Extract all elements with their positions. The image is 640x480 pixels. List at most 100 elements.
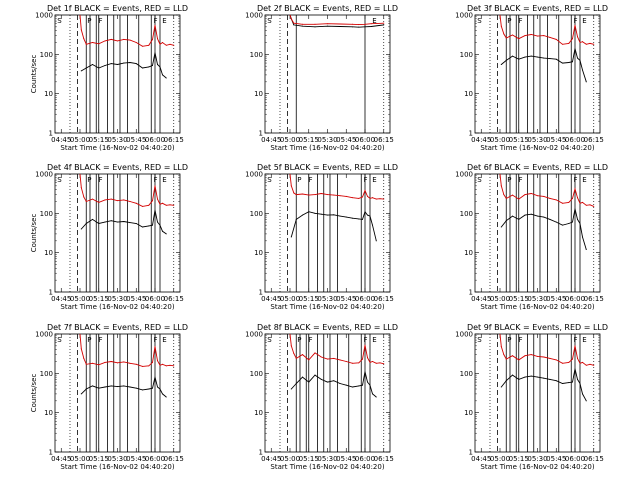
data-point-events — [148, 388, 150, 390]
data-point-events — [579, 59, 581, 61]
data-point-lld — [295, 194, 297, 196]
data-point-events — [152, 224, 153, 226]
data-point-events — [358, 218, 360, 220]
data-point-events — [129, 61, 131, 63]
data-point-events — [362, 384, 363, 386]
data-point-events — [562, 62, 563, 64]
data-point-events — [148, 225, 150, 227]
data-point-lld — [345, 360, 347, 362]
x-tick-label: 05:45 — [336, 295, 356, 303]
data-point-lld — [327, 23, 328, 25]
x-tick-label: 05:15 — [509, 295, 529, 303]
data-point-events — [568, 223, 570, 225]
panel-title: Det 3f BLACK = Events, RED = LLD — [467, 4, 608, 13]
data-point-lld — [152, 361, 153, 363]
data-point-events — [293, 24, 295, 26]
series-lld — [79, 334, 174, 367]
x-tick-label: 05:30 — [527, 455, 547, 463]
data-point-lld — [169, 364, 171, 366]
data-point-events — [512, 374, 513, 376]
data-point-events — [110, 385, 112, 387]
x-axis-label: Start Time (16-Nov-02 04:40:20) — [270, 303, 384, 311]
data-point-lld — [162, 202, 163, 204]
series-events — [81, 52, 167, 79]
data-point-events — [295, 218, 297, 220]
data-point-lld — [518, 38, 520, 40]
data-point-events — [320, 378, 322, 380]
data-point-lld — [159, 203, 161, 205]
x-tick-label: 06:15 — [584, 136, 604, 144]
y-tick-label: 1 — [259, 130, 263, 138]
data-point-lld — [123, 361, 125, 363]
data-point-lld — [290, 185, 292, 187]
data-point-events — [543, 57, 545, 59]
x-tick-label: 04:45 — [261, 455, 281, 463]
y-tick-label: 10 — [464, 409, 473, 417]
data-point-lld — [362, 196, 363, 198]
x-tick-label: 05:15 — [299, 136, 319, 144]
data-point-lld — [162, 41, 163, 43]
data-point-lld — [79, 15, 81, 16]
marker-letter: S — [57, 176, 62, 184]
data-point-events — [364, 26, 366, 28]
data-point-lld — [369, 197, 371, 199]
marker-letter: E — [162, 176, 166, 184]
y-tick-label: 1000 — [245, 171, 263, 179]
data-point-events — [327, 381, 328, 383]
data-point-lld — [562, 202, 563, 204]
data-point-events — [154, 52, 156, 54]
data-point-events — [500, 64, 502, 66]
x-axis-label: Start Time (16-Nov-02 04:40:20) — [480, 303, 594, 311]
data-point-lld — [367, 357, 368, 359]
data-point-lld — [327, 194, 328, 196]
data-point-lld — [549, 36, 551, 38]
data-point-events — [572, 381, 573, 383]
data-point-events — [574, 208, 576, 210]
x-tick-label: 05:45 — [546, 455, 566, 463]
data-point-events — [302, 25, 303, 27]
data-point-lld — [505, 358, 507, 360]
x-tick-label: 05:30 — [317, 295, 337, 303]
x-tick-label: 06:15 — [374, 136, 394, 144]
data-point-lld — [543, 195, 545, 197]
x-tick-label: 06:00 — [145, 455, 165, 463]
data-point-events — [369, 215, 371, 217]
data-point-lld — [352, 23, 353, 25]
marker-letter: P — [87, 176, 91, 184]
x-tick-label: 04:45 — [51, 455, 71, 463]
data-point-lld — [537, 355, 538, 357]
data-point-lld — [152, 200, 153, 202]
data-point-lld — [165, 44, 167, 46]
x-tick-label: 05:30 — [527, 295, 547, 303]
data-point-lld — [383, 363, 385, 365]
data-point-events — [117, 386, 118, 388]
data-point-lld — [169, 204, 171, 206]
data-point-events — [104, 221, 106, 223]
series-events — [80, 376, 167, 398]
data-point-events — [352, 26, 353, 28]
data-point-events — [290, 236, 292, 238]
data-point-events — [142, 389, 143, 391]
data-point-lld — [289, 334, 291, 335]
data-point-events — [364, 211, 366, 213]
data-point-lld — [148, 44, 150, 46]
data-point-events — [85, 388, 87, 390]
x-tick-label: 04:45 — [261, 136, 281, 144]
x-axis-label: Start Time (16-Nov-02 04:40:20) — [60, 463, 174, 471]
data-point-lld — [593, 364, 595, 366]
x-tick-label: 05:15 — [509, 136, 529, 144]
data-point-lld — [148, 204, 150, 206]
data-point-events — [308, 381, 310, 383]
data-point-lld — [518, 359, 520, 361]
y-axis-label: Counts/sec — [30, 214, 38, 253]
data-point-lld — [572, 358, 573, 360]
data-point-lld — [562, 362, 563, 364]
data-point-lld — [173, 365, 175, 367]
data-point-lld — [568, 201, 570, 203]
data-point-lld — [524, 355, 526, 357]
series-events — [501, 48, 587, 82]
x-tick-label: 06:00 — [565, 455, 585, 463]
marker-letter: S — [267, 176, 272, 184]
data-point-lld — [157, 360, 158, 362]
x-tick-label: 06:15 — [374, 295, 394, 303]
